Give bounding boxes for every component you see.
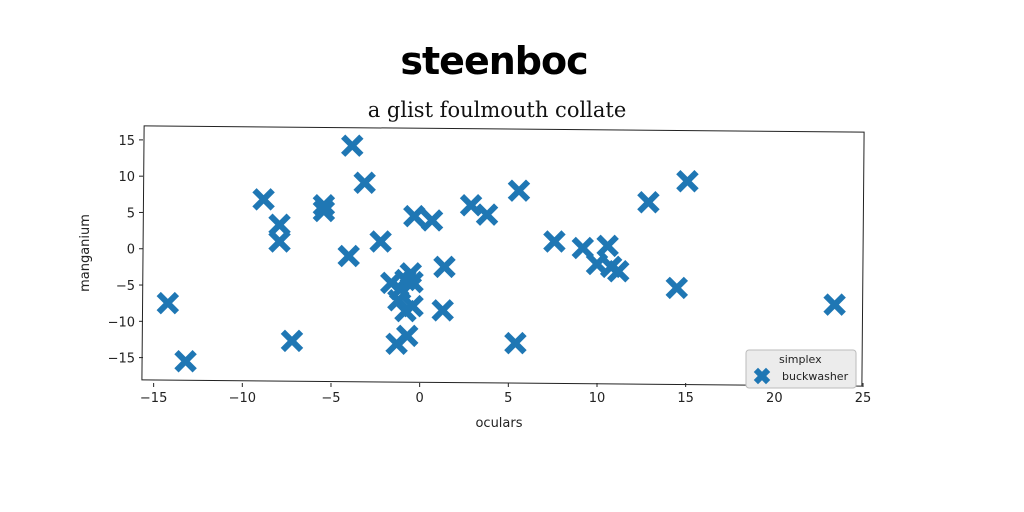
y-axis-ticks: 15 10 5 0 −5 −10 −15 [108, 134, 143, 367]
chart-subtitle: a glist foulmouth collate [368, 98, 627, 122]
x-tick-label: 25 [855, 391, 872, 406]
data-points [156, 134, 846, 373]
y-axis-label: manganium [78, 214, 93, 292]
plot-area: −15 −10 −5 0 5 10 15 20 25 15 10 5 0 −5 −10 −15 [108, 125, 871, 406]
data-point [507, 179, 531, 202]
y-tick-label: 10 [118, 170, 135, 185]
x-tick-label: 20 [766, 391, 783, 406]
data-point [543, 230, 566, 253]
data-point [403, 204, 426, 228]
data-point [475, 203, 499, 226]
data-point [337, 244, 360, 268]
data-point [395, 324, 419, 348]
data-point [637, 191, 660, 214]
legend-entry-buckwasher: buckwasher [782, 370, 849, 383]
data-point [665, 276, 689, 300]
x-tick-label: 15 [677, 391, 694, 406]
data-point [823, 293, 846, 316]
data-point [596, 234, 619, 258]
data-point [280, 329, 304, 353]
x-axis-ticks: −15 −10 −5 0 5 10 15 20 25 [140, 383, 871, 406]
data-point [459, 193, 483, 217]
x-tick-label: −5 [321, 391, 340, 406]
axes-frame [141, 125, 865, 387]
data-point [399, 262, 423, 285]
y-tick-label: 15 [118, 134, 135, 149]
y-tick-label: −10 [108, 315, 135, 330]
x-tick-label: 0 [416, 391, 424, 406]
data-point [571, 236, 595, 260]
data-point [431, 299, 454, 322]
x-tick-label: −15 [140, 391, 167, 406]
x-tick-label: 5 [504, 391, 512, 406]
data-point [312, 199, 336, 223]
data-point [341, 134, 364, 157]
legend-marker-buckwasher [753, 367, 771, 385]
y-tick-label: 5 [127, 206, 135, 221]
legend-box [745, 349, 857, 389]
y-tick-label: 0 [127, 243, 135, 258]
x-tick-label: 10 [589, 391, 606, 406]
data-point [156, 291, 180, 315]
legend-entry-simplex: simplex [779, 353, 822, 366]
data-point [401, 294, 424, 318]
data-point [252, 188, 275, 211]
data-point [433, 255, 456, 279]
chart-title: steenboc [400, 39, 587, 83]
x-tick-label: −10 [229, 391, 256, 406]
y-tick-label: −5 [116, 279, 135, 294]
data-point [369, 230, 392, 253]
data-point [268, 213, 291, 237]
data-point [268, 230, 291, 253]
data-point [504, 331, 527, 355]
data-point [353, 171, 376, 194]
x-axis-label: oculars [475, 416, 522, 431]
legend: simplex buckwasher [745, 349, 857, 389]
legend-marker-x [753, 367, 771, 385]
data-point [607, 259, 630, 283]
data-point [676, 170, 699, 193]
y-tick-label: −15 [108, 352, 135, 367]
data-point [420, 209, 444, 232]
data-point [174, 349, 197, 373]
